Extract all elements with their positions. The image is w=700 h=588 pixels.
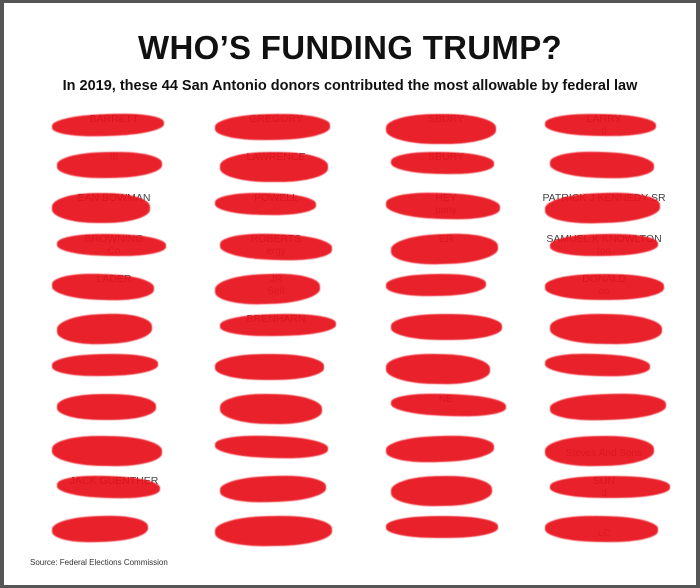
- redaction-scribble: [385, 434, 495, 464]
- source-note: Source: Federal Elections Commission: [30, 558, 168, 567]
- redaction-scribble: [544, 435, 655, 467]
- redaction-scribble: [550, 476, 670, 498]
- donor-entry: [206, 434, 346, 471]
- donor-entry: III: [44, 151, 184, 187]
- donor-entry: [376, 273, 516, 309]
- redaction-scribble: [386, 516, 498, 538]
- redaction-scribble: [219, 393, 323, 425]
- redaction-scribble: [52, 193, 150, 223]
- graphic-card: WHO’S FUNDING TRUMP? In 2019, these 44 S…: [4, 3, 696, 585]
- donor-entry: [44, 353, 184, 389]
- redaction-scribble: [385, 353, 491, 385]
- donor-entry: JACK GUENTHER: [44, 474, 184, 511]
- donor-entry: BROWNINGCo: [44, 233, 184, 269]
- redaction-scribble: [214, 112, 331, 142]
- redaction-scribble: [219, 312, 337, 338]
- donor-entry: [376, 353, 516, 389]
- donor-entry: LAWRENCE: [206, 151, 346, 187]
- redaction-scribble: [214, 514, 333, 548]
- redaction-scribble: [391, 314, 502, 340]
- redaction-scribble: [56, 151, 163, 179]
- redaction-scribble: [214, 192, 317, 216]
- donor-entry: POWELL: [206, 192, 346, 228]
- donor-entry: [376, 475, 516, 511]
- redaction-scribble: [51, 514, 149, 544]
- redaction-scribble: [390, 151, 495, 175]
- donor-entry: LC: [534, 515, 674, 551]
- redaction-scribble: [386, 114, 496, 144]
- donor-entry: BRENHARN: [206, 312, 346, 349]
- donor-entry: [376, 434, 516, 471]
- donor-entry: JRSelf: [206, 272, 346, 309]
- donor-entry: [44, 393, 184, 429]
- donor-entry: [44, 312, 184, 349]
- page-title: WHO’S FUNDING TRUMP?: [138, 29, 562, 66]
- donor-entry: [44, 435, 184, 471]
- donor-entry: LADER: [44, 272, 184, 309]
- donor-entry: [534, 391, 674, 429]
- redaction-scribble: [215, 354, 324, 380]
- donor-entry: Steves And Sons: [534, 435, 674, 471]
- redaction-scribble: [545, 274, 664, 300]
- donor-entry: [206, 393, 346, 429]
- donor-entry: SBURY: [376, 113, 516, 149]
- donor-entry: NE: [376, 391, 516, 429]
- donor-entry: ROBERTSergy: [206, 232, 346, 269]
- donor-entry: [376, 515, 516, 551]
- donor-entry: ER: [376, 232, 516, 269]
- donor-entry: [206, 514, 346, 551]
- redaction-scribble: [56, 312, 153, 346]
- redaction-scribble: [220, 152, 328, 182]
- donor-entry: PATRICK J KENNEDY SR: [534, 191, 674, 228]
- donor-entry: [206, 353, 346, 389]
- donor-entry: SBURY: [376, 151, 516, 187]
- donor-entry: LARRYd: [534, 113, 674, 149]
- donor-entry: BARRETT: [44, 112, 184, 149]
- donor-entry: SUNd: [534, 475, 674, 511]
- donor-entry: SAMUEL K KNOWLTONton: [534, 233, 674, 269]
- donor-entry: [376, 313, 516, 349]
- donor-entry: [44, 514, 184, 551]
- donor-entry: EAN BOWMAN: [44, 192, 184, 228]
- donor-grid: BARRETTIII EAN BOWMAN BROWNINGCoLADER JACK …: [4, 3, 696, 585]
- redaction-scribble: [390, 475, 493, 507]
- redaction-scribble: [57, 394, 156, 420]
- donor-entry: [534, 150, 674, 187]
- redaction-scribble: [549, 150, 655, 180]
- redaction-scribble: [51, 435, 163, 467]
- donor-entry: GREGORY: [206, 112, 346, 149]
- redaction-scribble: [549, 313, 663, 345]
- donor-entry: [534, 352, 674, 389]
- redaction-scribble: [544, 352, 651, 378]
- donor-entry: HEYpany: [376, 191, 516, 228]
- redaction-scribble: [214, 434, 329, 460]
- redaction-scribble: [385, 273, 487, 297]
- redaction-scribble: [219, 474, 327, 504]
- redaction-scribble: [51, 353, 159, 377]
- donor-entry: [206, 474, 346, 511]
- donor-entry: DONALDco: [534, 273, 674, 309]
- donor-entry: [534, 313, 674, 349]
- page-subtitle: In 2019, these 44 San Antonio donors con…: [62, 78, 638, 94]
- redaction-scribble: [549, 391, 667, 423]
